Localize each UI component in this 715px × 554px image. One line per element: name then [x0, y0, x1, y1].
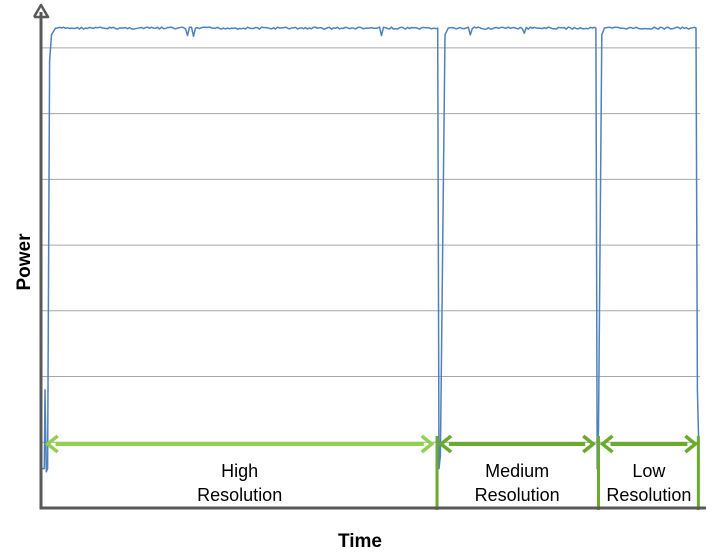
axes — [32, 3, 706, 510]
region-arrow-right-head — [420, 434, 435, 454]
region-label-line1: Low — [632, 461, 666, 481]
series-line-1 — [41, 26, 700, 473]
region-arrow-left-head — [438, 434, 453, 454]
region-arrow-right-head — [582, 434, 597, 454]
region-label-line2: Resolution — [197, 485, 282, 505]
region-label-line2: Resolution — [606, 485, 691, 505]
x-axis-label: Time — [338, 531, 382, 552]
region-label-line1: Medium — [485, 461, 549, 481]
region-label-line1: High — [221, 461, 258, 481]
series-layer — [41, 26, 700, 473]
region-3: Low Resolution — [596, 434, 700, 510]
region-1: High Resolution — [44, 434, 435, 505]
region-label-line2: Resolution — [475, 485, 560, 505]
region-arrow-left-head — [44, 434, 59, 454]
region-arrow-left-head — [599, 434, 614, 454]
y-axis-arrowhead — [32, 3, 50, 19]
region-2: Medium Resolution — [435, 434, 597, 510]
y-axis-label: Power — [14, 233, 35, 291]
region-annotations: High Resolution Medium Resolution Low Resolut… — [44, 434, 700, 510]
gridlines — [41, 47, 700, 443]
region-arrow-right-head — [684, 434, 699, 454]
